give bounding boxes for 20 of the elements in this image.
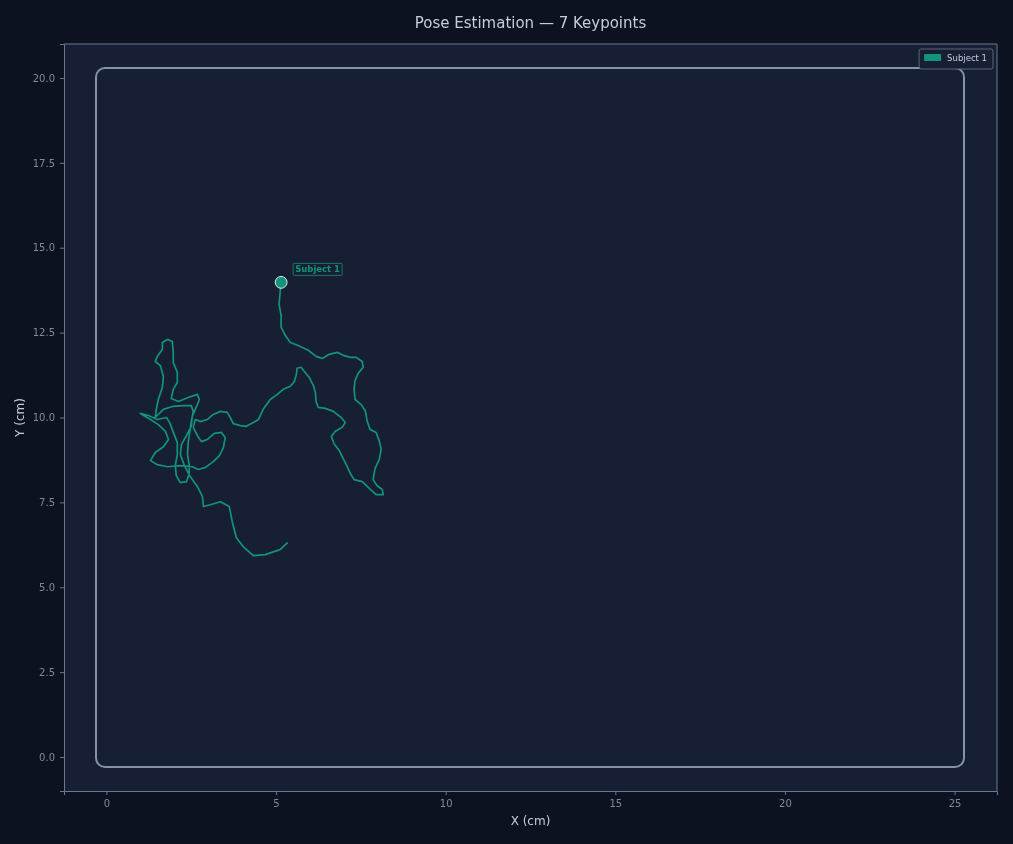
x-axis-title: X (cm) <box>510 814 551 828</box>
y-tick-label: 5.0 <box>39 581 55 593</box>
y-tick-label: 0.0 <box>39 751 55 763</box>
y-tick-label: 20.0 <box>32 72 55 84</box>
y-axis-title: Y (cm) <box>13 398 27 438</box>
x-tick-label: 0 <box>103 798 111 810</box>
y-tick-label: 2.5 <box>39 666 55 678</box>
y-tick-label: 10.0 <box>32 412 55 424</box>
y-tick-label: 15.0 <box>32 242 55 254</box>
y-tick-label: 17.5 <box>32 157 55 169</box>
x-tick-label: 15 <box>609 798 623 810</box>
x-tick-label: 20 <box>779 798 792 810</box>
y-tick-label: 12.5 <box>32 327 55 339</box>
annotation: Subject 1 <box>295 264 341 275</box>
legend-label: Subject 1 <box>947 53 987 63</box>
y-tick-label: 7.5 <box>39 497 55 509</box>
x-tick-label: 10 <box>439 798 453 810</box>
chart-title: Pose Estimation — 7 Keypoints <box>414 14 647 32</box>
x-tick-label: 5 <box>273 798 280 810</box>
x-tick-label: 25 <box>948 798 962 810</box>
